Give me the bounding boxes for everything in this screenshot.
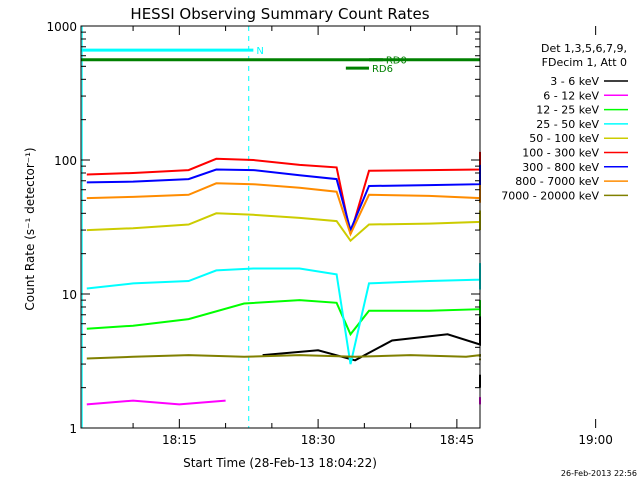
legend-header-line: FDecim 1, Att 0: [542, 56, 627, 69]
x-tick-label: 18:45: [440, 433, 475, 447]
series-line: [262, 314, 481, 362]
chart-title: HESSI Observing Summary Count Rates: [130, 5, 429, 23]
flag-label: RD0: [386, 56, 407, 67]
x-axis-label: Start Time (28-Feb-13 18:04:22): [183, 456, 377, 470]
legend-label: 6 - 12 keV: [543, 89, 599, 102]
legend-label: 7000 - 20000 keV: [501, 189, 599, 202]
flag-label: N: [256, 46, 263, 57]
legend-label: 25 - 50 keV: [536, 118, 599, 131]
series-line: [86, 212, 481, 243]
legend-header-line: Det 1,3,5,6,7,9,: [541, 42, 627, 55]
series-line: [86, 353, 481, 360]
x-tick-label: 19:00: [578, 433, 613, 447]
series-line: [86, 267, 481, 365]
y-axis-label: Count Rate (s⁻¹ detector⁻¹): [23, 147, 37, 310]
legend-label: 50 - 100 keV: [529, 132, 599, 145]
y-tick-label: 1000: [46, 20, 77, 34]
y-tick-label: 1: [69, 422, 77, 436]
legend-label: 12 - 25 keV: [536, 104, 599, 117]
y-tick-label: 10: [62, 288, 77, 302]
plot-frame: [80, 25, 481, 429]
legend-label: 300 - 800 keV: [522, 161, 599, 174]
legend-label: 3 - 6 keV: [550, 75, 599, 88]
series-line: [86, 168, 481, 234]
flag-label: RD6: [372, 64, 393, 75]
legend-label: 100 - 300 keV: [522, 147, 599, 160]
legend-label: 800 - 7000 keV: [515, 175, 599, 188]
footer-date: 26-Feb-2013 22:56: [561, 469, 637, 478]
series-layer: [86, 151, 481, 406]
x-tick-label: 18:30: [301, 433, 336, 447]
series-line: [86, 399, 226, 406]
x-tick-label: 18:15: [162, 433, 197, 447]
series-line: [86, 299, 481, 337]
y-tick-label: 100: [54, 154, 77, 168]
